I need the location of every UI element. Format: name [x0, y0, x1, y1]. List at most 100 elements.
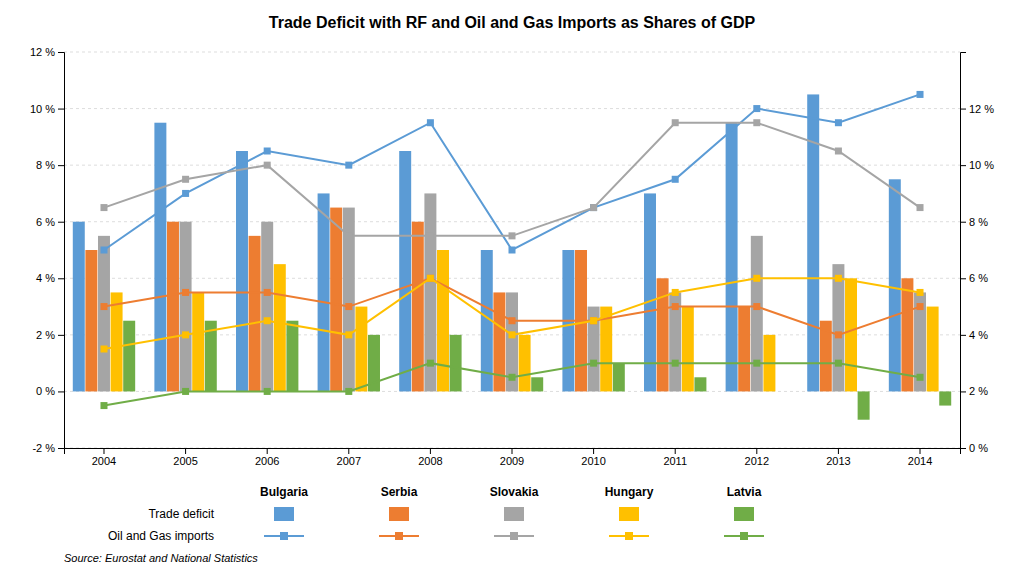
tick: 12 % — [30, 46, 64, 58]
marker — [264, 289, 271, 296]
tick-label: 8 % — [969, 216, 988, 228]
tick: -2 % — [32, 442, 64, 454]
line-series — [100, 119, 923, 239]
bar — [318, 193, 330, 391]
tick: 2009 — [500, 448, 524, 467]
marker — [835, 119, 842, 126]
bar — [644, 193, 656, 391]
tick-label: 0 % — [969, 442, 988, 454]
tick: 0 % — [960, 442, 988, 454]
legend-swatch — [734, 507, 754, 521]
tick-mark — [960, 391, 966, 392]
marker — [672, 176, 679, 183]
legend-entry: Serbia — [381, 485, 418, 499]
tick-mark — [58, 448, 64, 449]
marker — [182, 331, 189, 338]
axis-line — [65, 449, 961, 455]
tick-label: 2006 — [255, 455, 279, 467]
tick-label: 6 % — [969, 272, 988, 284]
legend-row-label: Trade deficit — [148, 507, 214, 521]
bar — [726, 123, 738, 392]
legend-marker — [510, 532, 518, 540]
tick-mark — [58, 165, 64, 166]
tick-label: -2 % — [32, 442, 55, 454]
marker — [753, 119, 760, 126]
legend-marker — [740, 532, 748, 540]
tick-label: 2009 — [500, 455, 524, 467]
tick-label: 12 % — [30, 46, 55, 58]
marker — [835, 148, 842, 155]
bar — [613, 363, 625, 391]
tick: 2010 — [581, 448, 605, 467]
marker — [835, 275, 842, 282]
tick-mark — [58, 391, 64, 392]
bar — [236, 151, 248, 391]
source: Source: Eurostat and National Statistics — [64, 552, 258, 564]
line-series — [100, 91, 923, 254]
tick: 2 % — [36, 329, 64, 341]
marker — [509, 317, 516, 324]
bar — [682, 307, 694, 392]
tick-label: 4 % — [969, 329, 988, 341]
marker — [835, 331, 842, 338]
bar — [249, 236, 261, 392]
tick: 0 % — [36, 385, 64, 397]
marker — [509, 232, 516, 239]
legend: Trade deficitOil and Gas importsBulgaria… — [108, 485, 764, 543]
legend-swatch — [274, 507, 294, 521]
tick-mark — [675, 448, 676, 454]
marker — [672, 119, 679, 126]
grid — [64, 52, 960, 448]
marker — [509, 374, 516, 381]
tick-label: 2011 — [663, 455, 687, 467]
line — [104, 94, 920, 250]
tick-mark — [756, 448, 757, 454]
tick-label: 12 % — [969, 103, 994, 115]
marker — [672, 360, 679, 367]
marker — [753, 303, 760, 310]
marker — [917, 303, 924, 310]
tick-label: 10 % — [30, 103, 55, 115]
tick: 2007 — [337, 448, 361, 467]
legend-swatch — [504, 507, 524, 521]
legend-swatch — [389, 507, 409, 521]
tick-mark — [960, 335, 966, 336]
grid-line — [64, 221, 960, 222]
tick-label: 2008 — [418, 455, 442, 467]
marker — [345, 232, 352, 239]
tick: 2005 — [173, 448, 197, 467]
axis-line — [961, 53, 967, 449]
tick-mark — [838, 448, 839, 454]
tick-label: 2013 — [826, 455, 850, 467]
bar — [694, 377, 706, 391]
bar — [531, 377, 543, 391]
axis-line — [58, 53, 65, 449]
marker — [753, 360, 760, 367]
bar — [927, 307, 939, 392]
line — [104, 278, 920, 335]
tick-label: 2014 — [908, 455, 932, 467]
bar — [399, 151, 411, 391]
legend-row-label: Oil and Gas imports — [108, 529, 214, 543]
marker — [427, 275, 434, 282]
tick-mark — [348, 448, 349, 454]
marker — [264, 388, 271, 395]
bar — [889, 179, 901, 391]
tick: 2011 — [663, 448, 687, 467]
line — [104, 363, 920, 405]
marker — [100, 303, 107, 310]
tick-mark — [103, 448, 104, 454]
tick-label: 2012 — [745, 455, 769, 467]
bar — [123, 321, 135, 392]
tick-label: 2 % — [969, 385, 988, 397]
tick-mark — [58, 109, 64, 110]
marker — [917, 91, 924, 98]
marker — [917, 289, 924, 296]
bar — [180, 222, 192, 392]
marker — [672, 303, 679, 310]
grid-line — [64, 108, 960, 109]
tick-mark — [58, 222, 64, 223]
tick-mark — [58, 335, 64, 336]
marker — [264, 317, 271, 324]
legend-entry: Latvia — [727, 485, 762, 499]
